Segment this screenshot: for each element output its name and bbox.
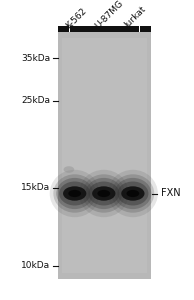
- Bar: [58, 26, 69, 32]
- Text: 35kDa: 35kDa: [21, 54, 50, 63]
- Text: K-562: K-562: [64, 6, 89, 30]
- Ellipse shape: [117, 182, 148, 206]
- Ellipse shape: [82, 174, 125, 213]
- Bar: [140, 26, 151, 32]
- Bar: [70, 26, 139, 32]
- Ellipse shape: [97, 190, 110, 197]
- Ellipse shape: [85, 178, 122, 209]
- Ellipse shape: [63, 186, 86, 201]
- Ellipse shape: [56, 178, 93, 209]
- Ellipse shape: [92, 186, 115, 201]
- Text: U-87MG: U-87MG: [94, 0, 125, 30]
- Bar: [58, 32, 151, 279]
- Ellipse shape: [112, 174, 154, 213]
- Ellipse shape: [68, 190, 81, 197]
- Bar: [62, 38, 147, 273]
- Ellipse shape: [121, 186, 145, 201]
- Text: 25kDa: 25kDa: [22, 96, 50, 105]
- Ellipse shape: [59, 182, 90, 206]
- Ellipse shape: [126, 190, 139, 197]
- Ellipse shape: [63, 166, 74, 173]
- Ellipse shape: [108, 170, 158, 217]
- Ellipse shape: [88, 182, 119, 206]
- Text: 15kDa: 15kDa: [21, 183, 50, 192]
- Ellipse shape: [79, 170, 129, 217]
- Text: Jurkat: Jurkat: [123, 5, 148, 30]
- Text: 10kDa: 10kDa: [21, 261, 50, 270]
- Text: FXN: FXN: [161, 188, 181, 199]
- Ellipse shape: [114, 178, 151, 209]
- Ellipse shape: [53, 174, 96, 213]
- Ellipse shape: [50, 170, 100, 217]
